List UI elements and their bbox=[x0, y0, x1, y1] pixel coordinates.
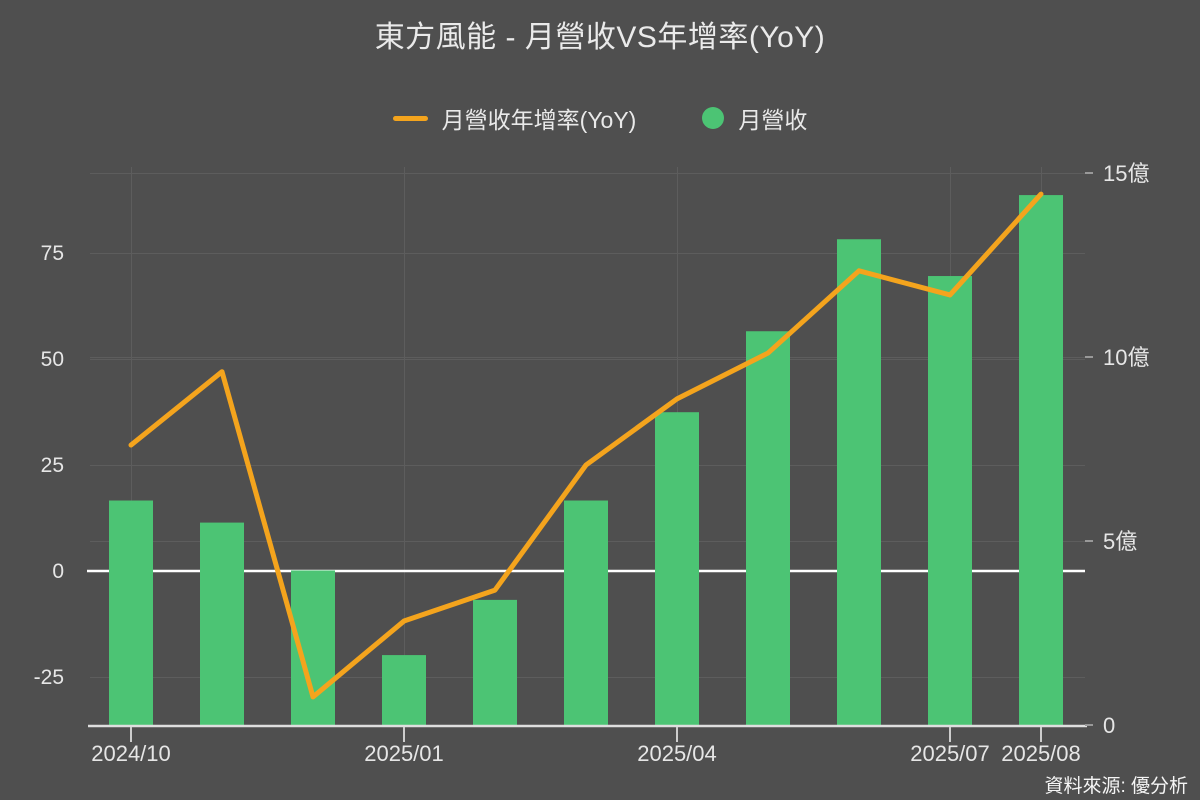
revenue-bar bbox=[200, 522, 244, 725]
x-axis-label: 2025/08 bbox=[1001, 741, 1081, 766]
bar-series-marker-icon bbox=[702, 107, 725, 129]
x-axis-label: 2024/10 bbox=[91, 741, 171, 766]
left-axis-label: 50 bbox=[41, 348, 64, 371]
right-axis-label: 0 bbox=[1103, 713, 1115, 738]
data-source-caption: 資料來源: 優分析 bbox=[1044, 776, 1188, 797]
line-series-marker-icon bbox=[392, 115, 428, 121]
yoy-line bbox=[128, 191, 1044, 700]
revenue-bar bbox=[655, 412, 699, 725]
right-axis-label: 10億 bbox=[1103, 345, 1149, 370]
legend-item-yoy-line[interactable]: 月營收年增率(YoY) bbox=[392, 101, 637, 135]
legend-label-revenue: 月營收 bbox=[738, 107, 808, 133]
revenue-bar bbox=[473, 599, 517, 725]
x-axis-label: 2025/01 bbox=[364, 741, 444, 766]
revenue-bar bbox=[109, 500, 153, 725]
legend-item-revenue-bar[interactable]: 月營收 bbox=[702, 101, 807, 135]
left-axis-label: 75 bbox=[41, 242, 64, 265]
chart-title: 東方風能 - 月營收VS年增率(YoY) bbox=[374, 21, 826, 54]
x-axis-label: 2025/07 bbox=[910, 741, 990, 766]
revenue-bar bbox=[746, 331, 790, 725]
legend-label-yoy: 月營收年增率(YoY) bbox=[441, 107, 637, 133]
revenue-bar bbox=[928, 276, 972, 725]
legend: 月營收年增率(YoY) 月營收 bbox=[0, 101, 1200, 135]
revenue-bar bbox=[1019, 195, 1063, 725]
left-axis-label: 0 bbox=[52, 560, 64, 583]
left-axis-label: 25 bbox=[41, 454, 64, 477]
x-axis-label: 2025/04 bbox=[637, 741, 717, 766]
revenue-bar bbox=[382, 655, 426, 725]
right-axis-label: 5億 bbox=[1103, 529, 1137, 554]
revenue-bar bbox=[564, 500, 608, 725]
revenue-bar bbox=[837, 239, 881, 726]
right-axis-label: 15億 bbox=[1103, 161, 1149, 186]
left-axis-label: -25 bbox=[34, 666, 64, 689]
